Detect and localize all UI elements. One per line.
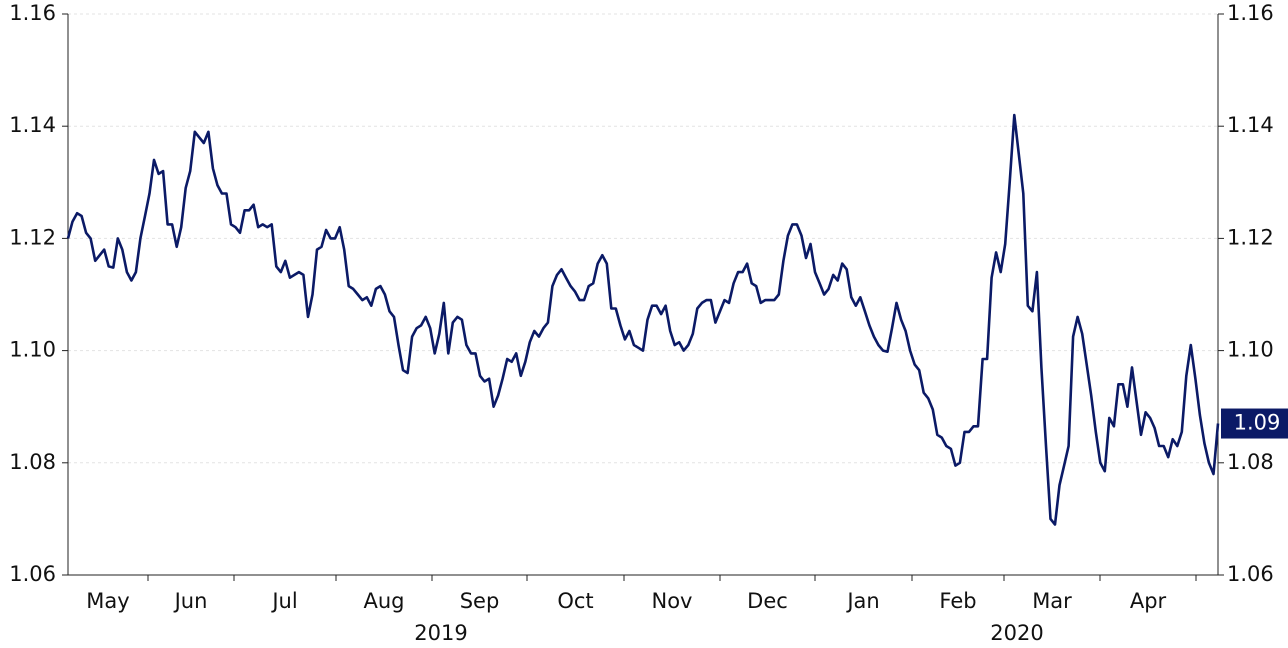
- y-tick-label: 1.08: [9, 450, 56, 474]
- y2-tick-label: 1.12: [1227, 225, 1274, 249]
- y-tick-label: 1.16: [9, 1, 56, 25]
- x-tick-label: Jul: [270, 589, 297, 613]
- last-value-label: 1.09: [1234, 411, 1281, 435]
- x-tick-label: Nov: [652, 589, 693, 613]
- year-label: 2019: [414, 621, 467, 645]
- last-value-box: [1221, 408, 1288, 439]
- x-tick-label: Dec: [747, 589, 788, 613]
- x-tick-label: Apr: [1130, 589, 1167, 613]
- y2-tick-label: 1.10: [1227, 338, 1274, 362]
- x-tick-label: Jun: [173, 589, 208, 613]
- year-label: 2020: [990, 621, 1043, 645]
- y2-tick-label: 1.16: [1227, 1, 1274, 25]
- y-tick-label: 1.06: [9, 562, 56, 586]
- y2-tick-label: 1.14: [1227, 113, 1274, 137]
- x-tick-label: Jan: [845, 589, 879, 613]
- y2-tick-label: 1.08: [1227, 450, 1274, 474]
- y2-tick-label: 1.06: [1227, 562, 1274, 586]
- x-tick-label: Sep: [460, 589, 500, 613]
- y-tick-label: 1.14: [9, 113, 56, 137]
- y-tick-label: 1.10: [9, 338, 56, 362]
- price-line: [66, 113, 1220, 526]
- y-tick-label: 1.12: [9, 225, 56, 249]
- x-tick-label: Feb: [939, 589, 976, 613]
- x-tick-label: Aug: [363, 589, 404, 613]
- x-tick-label: Oct: [557, 589, 593, 613]
- x-tick-label: Mar: [1032, 589, 1072, 613]
- x-tick-label: May: [86, 589, 129, 613]
